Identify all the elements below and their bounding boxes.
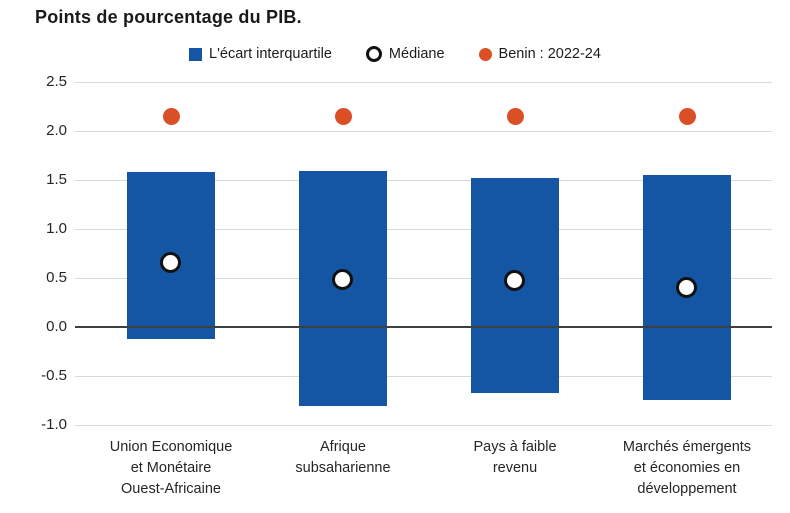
- gridline: [75, 376, 772, 377]
- legend-item-iqr: L'écart interquartile: [189, 46, 332, 62]
- median-point: [332, 268, 353, 290]
- y-axis-tick-label: -1.0: [41, 416, 67, 433]
- legend: L'écart interquartile Médiane Benin : 20…: [0, 46, 790, 62]
- gridline: [75, 180, 772, 181]
- x-axis-category-label: Union Economique et Monétaire Ouest-Africa…: [109, 439, 233, 497]
- y-axis-tick-label: 0.5: [46, 269, 67, 286]
- benin-point: [334, 107, 352, 125]
- legend-label-benin: Benin : 2022-24: [498, 46, 601, 62]
- y-axis-tick-label: 2.0: [46, 122, 67, 139]
- legend-item-benin: Benin : 2022-24: [478, 46, 601, 62]
- benin-point: [162, 107, 180, 125]
- median-point: [504, 269, 525, 291]
- y-axis-tick-label: 0.0: [46, 318, 67, 335]
- median-circle-icon: [365, 46, 382, 62]
- gridline: [75, 131, 772, 132]
- legend-label-median: Médiane: [388, 46, 445, 62]
- benin-dot-icon: [478, 47, 492, 61]
- legend-item-median: Médiane: [365, 46, 445, 62]
- legend-label-iqr: L'écart interquartile: [209, 46, 332, 62]
- x-axis-category-label: Marchés émergents et économies en développ…: [622, 439, 752, 497]
- chart-title: Points de pourcentage du PIB.: [35, 7, 302, 27]
- median-point: [676, 276, 697, 298]
- y-axis-tick-label: 2.5: [46, 73, 67, 90]
- x-axis-category-label: Afrique subsaharienne: [295, 439, 391, 476]
- x-axis-category-label: Pays à faible revenu: [473, 439, 557, 476]
- gridline: [75, 425, 772, 426]
- gridline: [75, 82, 772, 83]
- gridline: [75, 229, 772, 230]
- benin-point: [678, 107, 696, 125]
- y-axis-tick-label: -0.5: [41, 367, 67, 384]
- y-axis-tick-label: 1.0: [46, 220, 67, 237]
- benin-point: [506, 107, 524, 125]
- y-axis-tick-label: 1.5: [46, 171, 67, 188]
- median-point: [160, 252, 181, 274]
- gridline: [75, 278, 772, 279]
- iqr-square-icon: [189, 47, 203, 61]
- zero-axis-line: [75, 326, 772, 328]
